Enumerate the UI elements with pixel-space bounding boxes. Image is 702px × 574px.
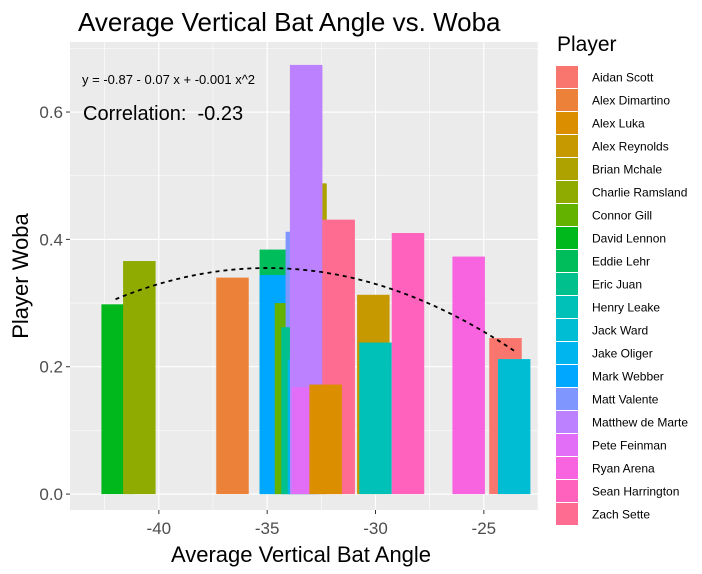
chart-title: Average Vertical Bat Angle vs. Woba [78, 7, 501, 37]
y-tick-labels: 0.0 0.2 0.4 0.6 [39, 103, 63, 504]
legend-title: Player [557, 33, 617, 56]
legend-label: Alex Luka [592, 117, 645, 131]
bar-charlie-ramsland [123, 261, 156, 495]
legend-key [556, 457, 578, 479]
legend-key [556, 388, 578, 410]
legend-key [556, 503, 578, 525]
legend-label: Henry Leake [592, 301, 660, 315]
legend-label: Connor Gill [592, 209, 652, 223]
legend-key [556, 135, 578, 157]
legend-label: Zach Sette [592, 508, 650, 522]
legend-key [556, 342, 578, 364]
x-tick-label: -40 [147, 519, 172, 538]
bar-sean-harrington [391, 233, 425, 495]
legend-label: Ryan Arena [592, 462, 655, 476]
bar-jack-ward [497, 359, 531, 495]
x-tick-label: -35 [255, 519, 280, 538]
bar-ryan-arena [452, 256, 485, 495]
legend-key [556, 204, 578, 226]
legend-items: Aidan Scott Alex Dimartino Alex Luka Alex R… [556, 66, 688, 525]
y-axis-title: Player Woba [8, 212, 33, 338]
legend-key [556, 365, 578, 387]
legend-label: Matt Valente [592, 393, 659, 407]
bar-henry-leake [359, 342, 392, 495]
x-tick-label: -30 [363, 519, 388, 538]
legend-key [556, 66, 578, 88]
legend-key [556, 250, 578, 272]
bar-alex-luka [309, 384, 342, 495]
legend-key [556, 296, 578, 318]
legend-label: Jake Oliger [592, 347, 653, 361]
legend-label: David Lennon [592, 232, 666, 246]
x-tick-label: -25 [472, 519, 497, 538]
correlation-annotation: Correlation: -0.23 [83, 103, 243, 125]
legend-label: Brian Mchale [592, 163, 662, 177]
legend-key [556, 158, 578, 180]
legend-label: Matthew de Marte [592, 416, 688, 430]
legend-label: Alex Dimartino [592, 94, 670, 108]
equation-annotation: y = -0.87 - 0.07 x + -0.001 x^2 [82, 72, 255, 87]
y-tick-label: 0.0 [39, 485, 63, 504]
axis-ticks [66, 111, 485, 514]
legend-label: Sean Harrington [592, 485, 679, 499]
legend-label: Mark Webber [592, 370, 664, 384]
legend-key [556, 112, 578, 134]
legend-key [556, 319, 578, 341]
legend-key [556, 89, 578, 111]
legend-key [556, 434, 578, 456]
legend-label: Jack Ward [592, 324, 648, 338]
legend-key [556, 480, 578, 502]
legend-key [556, 227, 578, 249]
trend-line [115, 267, 515, 352]
legend-key [556, 273, 578, 295]
legend-label: Aidan Scott [592, 71, 654, 85]
bar-alex-dimartino [216, 277, 249, 495]
legend-key [556, 181, 578, 203]
legend-label: Eddie Lehr [592, 255, 650, 269]
y-tick-label: 0.6 [39, 103, 63, 122]
legend-label: Eric Juan [592, 278, 642, 292]
y-tick-label: 0.4 [39, 230, 63, 249]
legend: Player Aidan Scott Alex Dimartino Alex Luk… [556, 33, 688, 525]
legend-key [556, 411, 578, 433]
legend-label: Charlie Ramsland [592, 186, 687, 200]
legend-label: Pete Feinman [592, 439, 667, 453]
bars [101, 64, 531, 495]
y-tick-label: 0.2 [39, 358, 63, 377]
x-axis-title: Average Vertical Bat Angle [171, 542, 431, 567]
legend-label: Alex Reynolds [592, 140, 669, 154]
x-tick-labels: -40 -35 -30 -25 [147, 519, 497, 538]
